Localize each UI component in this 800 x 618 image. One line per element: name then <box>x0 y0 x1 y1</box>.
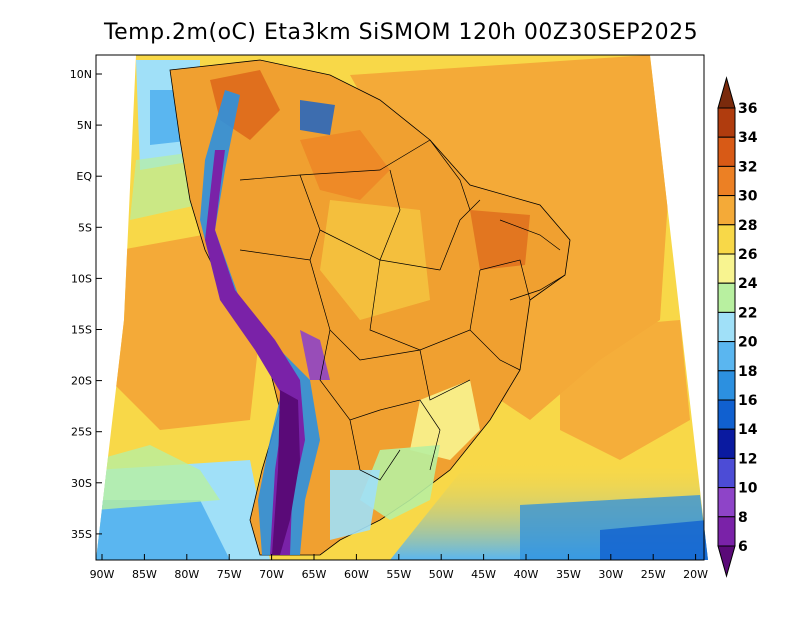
longitude-axis: 90W 85W 80W 75W 70W 65W 60W 55W 50W 45W 40W 35W 30W 2… <box>90 554 708 581</box>
latitude-axis: 10N 5N EQ 5S 10S 15S 20S 25S 30S 35S <box>70 68 102 541</box>
colorbar-swatch <box>717 224 736 255</box>
lat-tick-label: EQ <box>76 170 92 183</box>
lon-tick-label: 55W <box>386 568 411 581</box>
colorbar-label: 18 <box>738 364 757 380</box>
lon-tick-label: 75W <box>217 568 242 581</box>
lon-tick-label: 45W <box>471 568 496 581</box>
colorbar-label: 14 <box>738 422 758 438</box>
colorbar-swatch <box>717 399 736 430</box>
lon-tick-label: 90W <box>90 568 115 581</box>
colorbar-label: 22 <box>738 305 757 321</box>
lon-tick-label: 50W <box>429 568 454 581</box>
colorbar-swatch <box>717 457 736 489</box>
colorbar-swatch <box>717 428 736 459</box>
lon-tick-label: 85W <box>132 568 157 581</box>
colorbar-swatch <box>717 341 736 372</box>
map-frame <box>95 54 705 561</box>
lat-tick-label: 5S <box>78 221 92 234</box>
colorbar-swatch <box>717 311 736 343</box>
colorbar-swatch <box>717 370 736 401</box>
lat-tick-label: 15S <box>71 324 92 337</box>
colorbar-label: 16 <box>738 393 757 409</box>
political-borders <box>239 139 566 481</box>
colorbar-label: 10 <box>738 481 758 497</box>
colorbar-swatch <box>717 282 736 313</box>
lat-tick-label: 5N <box>77 119 92 132</box>
colorbar-swatch <box>717 136 736 167</box>
lat-tick-label: 20S <box>71 375 92 388</box>
colorbar-label: 32 <box>738 159 757 175</box>
colorbar: 36 34 32 30 28 26 24 22 20 18 16 14 12 10 8 6 <box>717 76 758 578</box>
colorbar-swatch <box>717 107 736 138</box>
lon-tick-label: 70W <box>259 568 284 581</box>
lon-tick-label: 60W <box>344 568 369 581</box>
colorbar-label: 20 <box>738 335 758 351</box>
colorbar-swatch <box>717 516 736 547</box>
lat-tick-label: 35S <box>71 528 92 541</box>
colorbar-swatch <box>717 165 736 197</box>
colorbar-swatch <box>717 253 736 284</box>
colorbar-label: 28 <box>738 218 757 234</box>
colorbar-label: 30 <box>738 189 758 205</box>
colorbar-label: 36 <box>738 101 757 117</box>
colorbar-label: 34 <box>738 130 758 146</box>
colorbar-swatch <box>717 487 736 518</box>
lon-tick-label: 35W <box>556 568 581 581</box>
colorbar-label: 8 <box>738 510 748 526</box>
lat-tick-label: 25S <box>71 426 92 439</box>
lon-tick-label: 40W <box>514 568 539 581</box>
colorbar-upper-arrow <box>717 76 736 109</box>
lon-tick-label: 80W <box>174 568 199 581</box>
colorbar-label: 26 <box>738 247 757 263</box>
lon-tick-label: 65W <box>302 568 327 581</box>
lat-tick-label: 10N <box>70 68 92 81</box>
map-domain <box>96 55 708 560</box>
colorbar-label: 12 <box>738 451 757 467</box>
colorbar-label: 24 <box>738 276 758 292</box>
colorbar-lower-arrow <box>717 545 736 578</box>
lat-tick-label: 10S <box>71 272 92 285</box>
map-title: Temp.2m(oC) Eta3km SiSMOM 120h 00Z30SEP2… <box>103 20 699 45</box>
lat-tick-label: 30S <box>71 477 92 490</box>
lon-tick-label: 20W <box>683 568 708 581</box>
lon-tick-label: 30W <box>598 568 623 581</box>
colorbar-label: 6 <box>738 539 748 555</box>
lon-tick-label: 25W <box>641 568 666 581</box>
colorbar-swatch <box>717 195 736 226</box>
